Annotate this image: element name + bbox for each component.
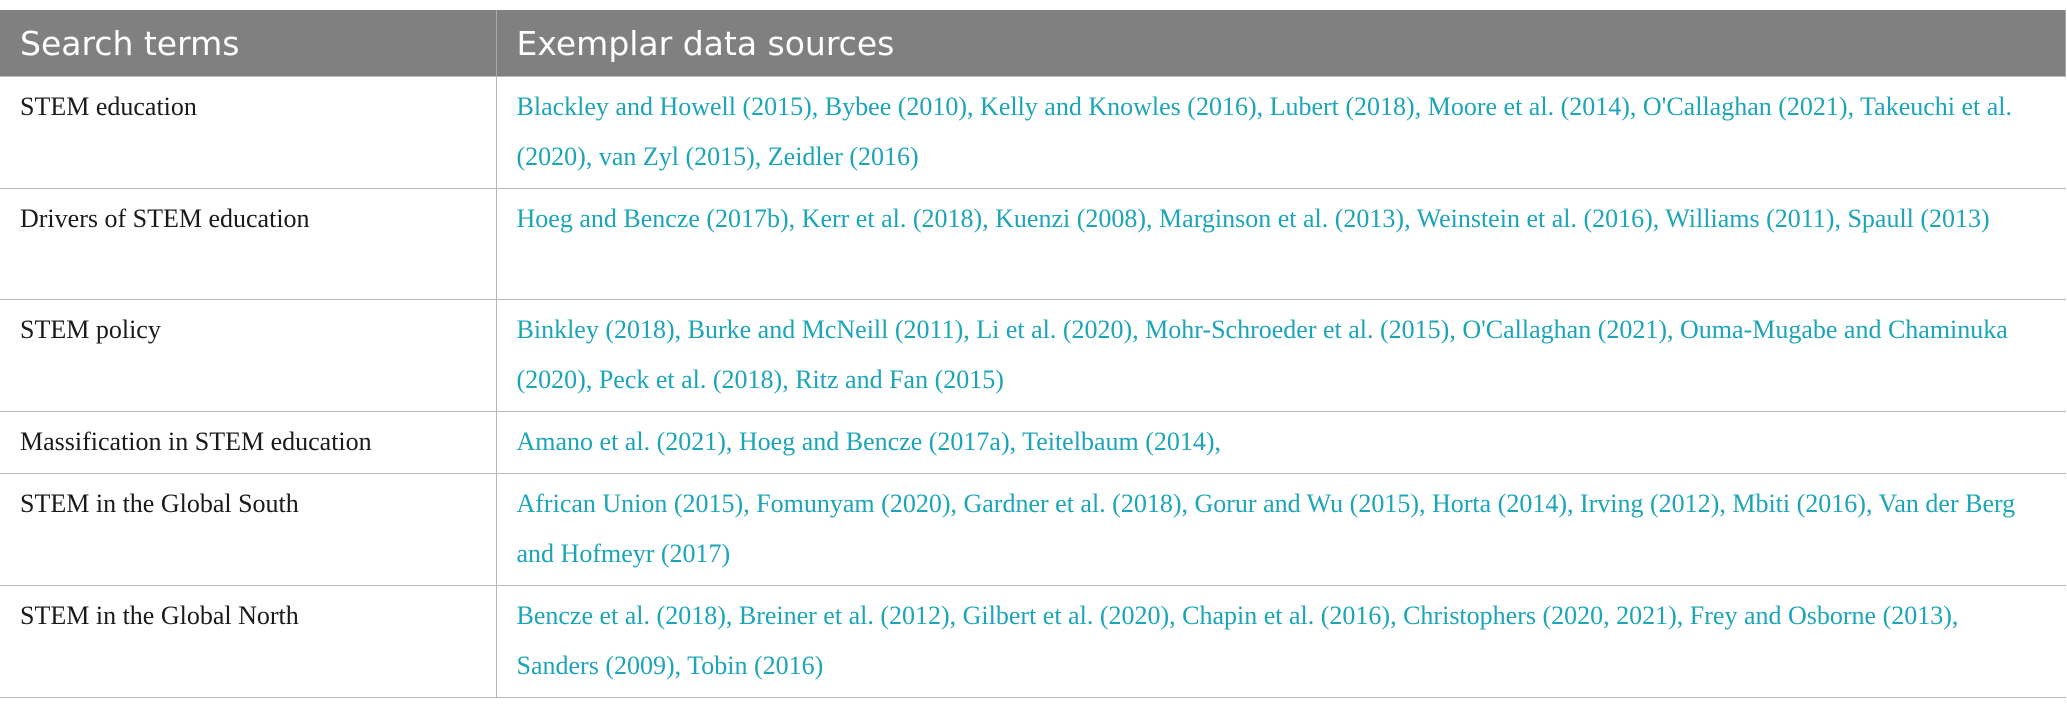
search-term: STEM education: [0, 76, 497, 189]
column-header: Search terms: [0, 10, 497, 77]
data-sources[interactable]: Bencze et al. (2018), Breiner et al. (20…: [495, 585, 2066, 698]
table-body: STEM education Blackley and Howell (2015)…: [0, 76, 2066, 698]
data-sources[interactable]: African Union (2015), Fomunyam (2020), G…: [495, 473, 2066, 586]
search-term: Massification in STEM education: [0, 411, 497, 474]
data-sources[interactable]: Binkley (2018), Burke and McNeill (2011)…: [495, 299, 2066, 412]
data-sources[interactable]: Blackley and Howell (2015), Bybee (2010)…: [495, 76, 2066, 189]
search-term: STEM in the Global South: [0, 473, 497, 586]
table-row: Massification in STEM education Amano et …: [0, 411, 2066, 474]
search-term: STEM in the Global North: [0, 585, 497, 698]
column-header: Exemplar data sources: [496, 10, 2066, 77]
table-row: STEM education Blackley and Howell (2015)…: [0, 76, 2066, 189]
header-row: Search terms Exemplar data sources: [0, 10, 2066, 77]
search-term: Drivers of STEM education: [0, 188, 497, 300]
table-header: Search terms Exemplar data sources: [0, 10, 2066, 77]
table-row: Drivers of STEM education Hoeg and Bencze…: [0, 188, 2066, 300]
search-term: STEM policy: [0, 299, 497, 412]
table-row: STEM in the Global North Bencze et al. (2…: [0, 585, 2066, 698]
data-sources[interactable]: Amano et al. (2021), Hoeg and Bencze (20…: [495, 411, 2066, 474]
table-row: STEM policy Binkley (2018), Burke and McN…: [0, 299, 2066, 412]
table: Search terms Exemplar data sources STEM …: [0, 10, 2066, 698]
data-sources[interactable]: Hoeg and Bencze (2017b), Kerr et al. (20…: [495, 188, 2066, 300]
table-container: Search terms Exemplar data sources STEM …: [0, 10, 2066, 698]
table-row: STEM in the Global South African Union (2…: [0, 473, 2066, 586]
